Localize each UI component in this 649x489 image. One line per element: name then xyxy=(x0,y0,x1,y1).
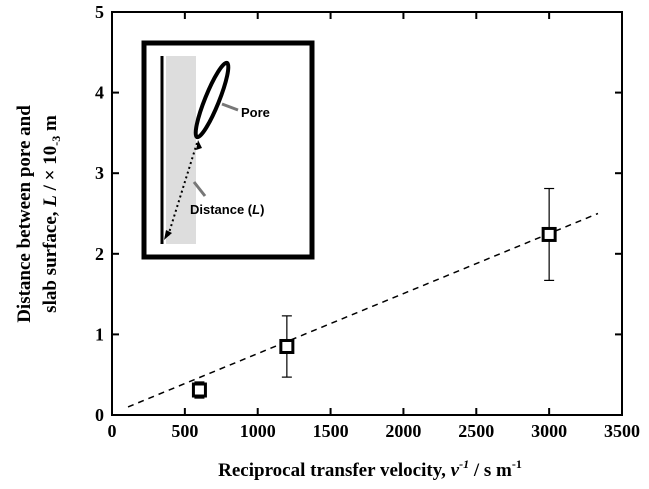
label-part: -1 xyxy=(512,457,522,471)
y-tick-label: 0 xyxy=(95,405,104,425)
x-tick-label: 0 xyxy=(108,421,117,441)
y-label-line: slab surface, L / × 10-3 m xyxy=(40,115,63,313)
x-tick-label: 3000 xyxy=(531,421,567,441)
pore-shape xyxy=(193,60,231,140)
y-label-line: Distance between pore and xyxy=(14,105,35,323)
arrow-head xyxy=(196,140,202,150)
x-tick-label: 3500 xyxy=(604,421,640,441)
data-point xyxy=(541,226,557,242)
label-part: / s m xyxy=(469,460,512,481)
pore-label: Pore xyxy=(241,105,270,120)
y-tick-label: 3 xyxy=(95,163,104,183)
y-tick-label: 5 xyxy=(95,2,104,22)
y-tick-label: 4 xyxy=(95,83,104,103)
distance-label: Distance (L) xyxy=(190,202,264,217)
label-part: slab surface, xyxy=(40,207,61,313)
label-part: Reciprocal transfer velocity, xyxy=(218,460,451,481)
label-part: m xyxy=(40,115,61,136)
distance-pointer xyxy=(192,181,207,197)
x-tick-label: 1500 xyxy=(313,421,349,441)
y-tick-label: 1 xyxy=(95,324,104,344)
x-tick-label: 500 xyxy=(171,421,198,441)
label-part: L xyxy=(252,202,260,217)
slab-region xyxy=(166,56,196,244)
data-point xyxy=(191,382,207,398)
arrow-head xyxy=(164,230,172,240)
data-point xyxy=(279,338,295,354)
y-axis-label: Distance between pore and slab surface, … xyxy=(14,105,63,323)
x-tick-label: 2000 xyxy=(385,421,421,441)
label-part: L xyxy=(40,195,61,208)
x-axis-label: Reciprocal transfer velocity, v-1 / s m-… xyxy=(218,457,522,481)
pore-pointer xyxy=(221,102,239,112)
x-tick-label: 1000 xyxy=(240,421,276,441)
fit-line xyxy=(127,212,599,408)
inset: Pore Distance (L) xyxy=(141,40,315,260)
label-part: -1 xyxy=(459,457,469,471)
plot-frame xyxy=(111,11,623,416)
distance-arrow xyxy=(167,142,198,237)
label-part: / × 10 xyxy=(40,146,61,195)
label-part: ) xyxy=(260,202,264,217)
y-tick-label: 2 xyxy=(95,244,104,264)
x-tick-label: 2500 xyxy=(458,421,494,441)
label-part: v xyxy=(451,460,460,481)
label-part: -3 xyxy=(49,136,63,146)
label-part: Distance ( xyxy=(190,202,253,217)
